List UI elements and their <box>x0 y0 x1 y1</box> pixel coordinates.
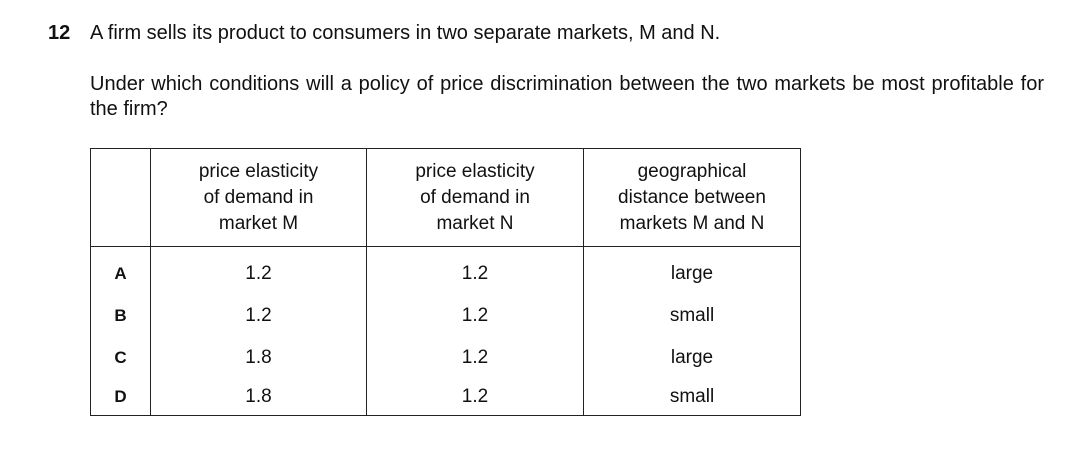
option-cell: 1.8 <box>150 337 367 379</box>
option-label: A <box>90 246 151 295</box>
option-cell: 1.2 <box>366 246 584 295</box>
option-label: C <box>90 337 151 379</box>
question-prompt: Under which conditions will a policy of … <box>90 73 1044 120</box>
option-cell: 1.2 <box>150 295 367 337</box>
option-cell: 1.8 <box>150 379 367 416</box>
header-line: of demand in <box>203 186 314 208</box>
option-row: C 1.8 1.2 large <box>90 337 801 379</box>
header-line: market M <box>218 212 299 234</box>
table-body: A 1.2 1.2 large B 1.2 1.2 small C 1.8 1.2 large D 1.8… <box>90 246 801 416</box>
option-cell: 1.2 <box>366 379 584 416</box>
header-line: price elasticity <box>198 160 319 182</box>
column-header: price elasticity of demand in market N <box>366 148 584 247</box>
column-header: price elasticity of demand in market M <box>150 148 367 247</box>
option-label: B <box>90 295 151 337</box>
header-line: markets M and N <box>619 212 765 234</box>
header-line: price elasticity <box>415 160 535 182</box>
option-cell: small <box>583 379 801 416</box>
column-header: geographical distance between markets M an… <box>583 148 801 247</box>
option-row: A 1.2 1.2 large <box>90 246 801 295</box>
question-stem: A firm sells its product to consumers in… <box>90 22 721 44</box>
option-label: D <box>90 379 151 416</box>
option-row: D 1.8 1.2 small <box>90 379 801 416</box>
header-line: distance between <box>618 186 766 208</box>
option-cell: large <box>583 337 801 379</box>
option-cell: small <box>583 295 801 337</box>
option-cell: 1.2 <box>150 246 367 295</box>
option-cell: large <box>583 246 801 295</box>
option-cell: 1.2 <box>366 337 584 379</box>
question-number: 12 <box>48 22 71 44</box>
option-row: B 1.2 1.2 small <box>90 295 801 337</box>
header-line: market N <box>436 212 514 234</box>
option-cell: 1.2 <box>366 295 584 337</box>
header-line: of demand in <box>420 186 530 208</box>
corner-cell <box>90 148 151 247</box>
header-line: geographical <box>637 160 747 182</box>
